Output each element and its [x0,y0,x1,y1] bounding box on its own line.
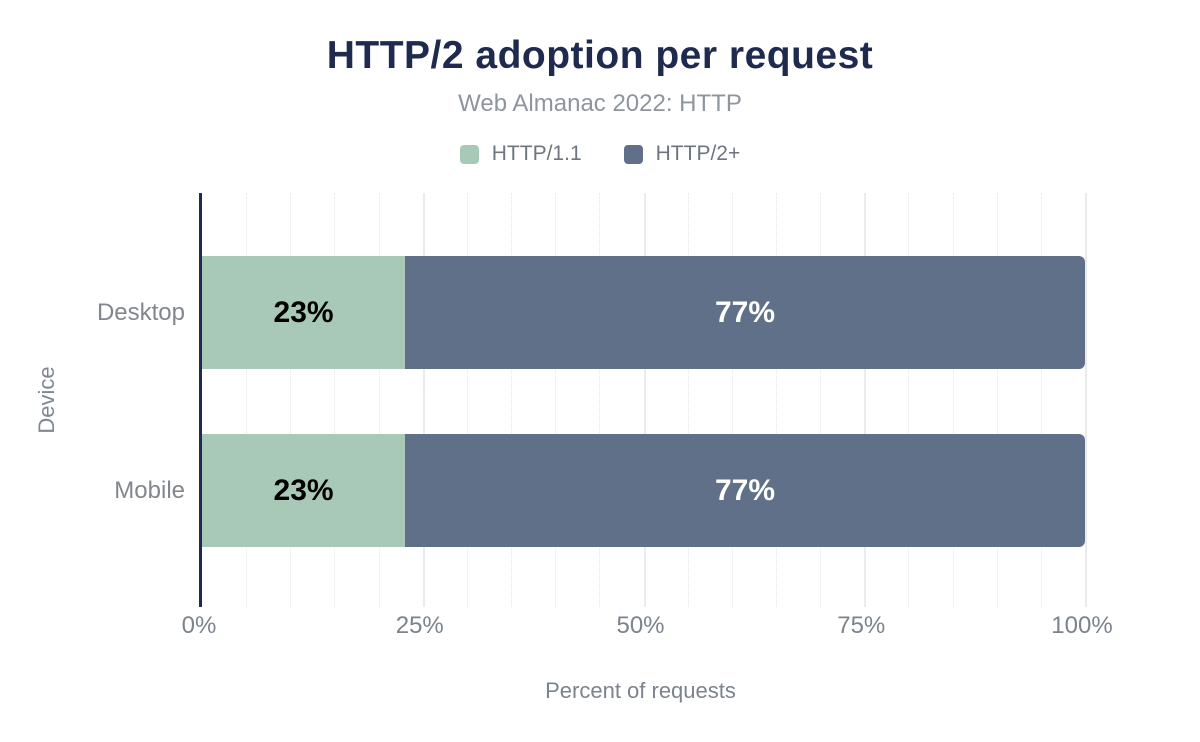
legend-label-http11: HTTP/1.1 [491,142,582,165]
major-gridline [643,193,646,607]
category-label-desktop: Desktop [96,298,185,326]
minor-gridline [466,193,468,607]
legend-item-http11: HTTP/1.1 [459,142,582,166]
legend-label-http2: HTTP/2+ [655,142,741,165]
x-tick-label: 75% [837,612,886,639]
bar-segment-mobile-http11: 23% [202,434,406,547]
x-axis-title: Percent of requests [545,678,736,703]
bar-value-label: 23% [273,295,334,329]
x-tick-label: 25% [395,612,444,639]
bar-value-label: 77% [715,473,776,507]
minor-gridline [246,193,248,607]
minor-gridline [820,193,822,607]
bar-row-mobile: 23% 77% [202,434,1085,547]
chart-title: HTTP/2 adoption per request [326,34,874,77]
y-axis-title: Device [34,366,59,434]
minor-gridline [996,193,998,607]
bar-value-label: 23% [273,473,334,507]
legend-swatch-http11 [459,144,479,164]
x-tick-label: 0% [181,612,217,639]
minor-gridline [1040,193,1042,607]
minor-gridline [908,193,910,607]
chart-subtitle: Web Almanac 2022: HTTP [458,90,742,117]
plot-area: 23% 77% 23% 77% [199,193,1087,607]
major-gridline [1085,193,1087,607]
bar-segment-desktop-http2: 77% [405,256,1085,369]
bar-segment-desktop-http11: 23% [202,256,406,369]
x-tick-label: 100% [1051,612,1113,639]
minor-gridline [731,193,733,607]
minor-gridline [687,193,689,607]
minor-gridline [290,193,292,607]
major-gridline [864,193,867,607]
minor-gridline [599,193,601,607]
bar-segment-mobile-http2: 77% [405,434,1085,547]
bar-value-label: 77% [715,295,776,329]
bar-row-desktop: 23% 77% [202,256,1085,369]
x-tick-label: 50% [616,612,665,639]
legend-swatch-http2 [623,144,643,164]
category-label-mobile: Mobile [114,476,185,504]
minor-gridline [775,193,777,607]
minor-gridline [511,193,513,607]
minor-gridline [378,193,380,607]
minor-gridline [952,193,954,607]
minor-gridline [555,193,557,607]
legend: HTTP/1.1 HTTP/2+ [0,142,1200,166]
minor-gridline [334,193,336,607]
legend-item-http2: HTTP/2+ [623,142,741,166]
major-gridline [422,193,425,607]
